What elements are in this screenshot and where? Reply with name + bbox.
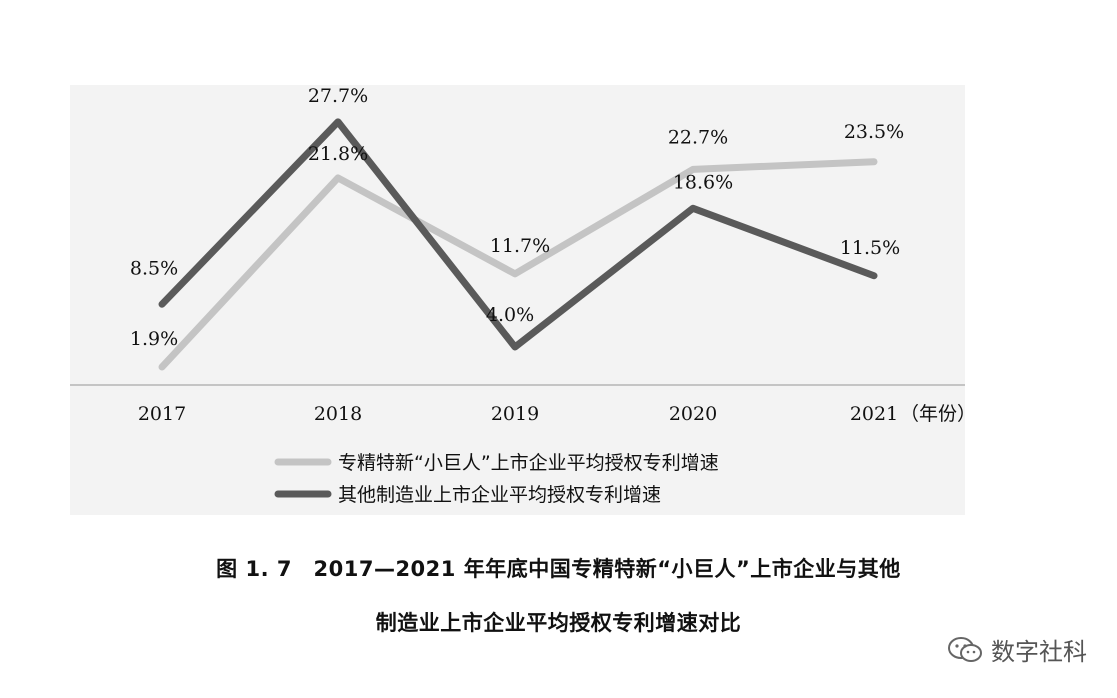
- data-label-s2-2020: 18.6%: [673, 171, 733, 193]
- x-tick-label-2017: 2017: [138, 403, 186, 425]
- figure-caption-line-2: 制造业上市企业平均授权专利增速对比: [375, 611, 742, 635]
- x-tick-label-2021: 2021: [850, 403, 898, 425]
- data-label-s2-2018: 27.7%: [308, 85, 368, 107]
- x-tick-label-2019: 2019: [491, 403, 539, 425]
- plot-background: [70, 85, 965, 515]
- data-label-s1-2020: 22.7%: [668, 126, 728, 148]
- figure-caption-line-1: 图 1. 7 2017—2021 年年底中国专精特新“小巨人”上市企业与其他: [216, 557, 901, 581]
- data-label-s2-2021: 11.5%: [840, 237, 900, 259]
- watermark: 数字社科: [947, 632, 1087, 667]
- x-axis-unit-label: （年份）: [900, 403, 976, 425]
- line-chart: 1.9% 21.8% 11.7% 22.7% 23.5% 8.5% 27.7% 4.0% 18.…: [70, 85, 976, 506]
- data-label-s1-2019: 11.7%: [490, 235, 550, 257]
- data-label-s1-2021: 23.5%: [844, 121, 904, 143]
- x-tick-label-2018: 2018: [314, 403, 362, 425]
- watermark-text: 数字社科: [991, 638, 1087, 666]
- wechat-icon: [948, 636, 982, 662]
- series-line-2: [158, 118, 878, 351]
- data-label-s1-2018: 21.8%: [308, 143, 368, 165]
- data-label-s2-2017: 8.5%: [130, 257, 178, 279]
- series-line-1: [158, 158, 878, 371]
- x-tick-label-2020: 2020: [669, 403, 717, 425]
- data-label-s2-2019: 4.0%: [486, 304, 534, 326]
- legend-label-2: 其他制造业上市企业平均授权专利增速: [338, 484, 661, 506]
- legend-label-1: 专精特新“小巨人”上市企业平均授权专利增速: [338, 452, 719, 474]
- data-label-s1-2017: 1.9%: [130, 328, 178, 350]
